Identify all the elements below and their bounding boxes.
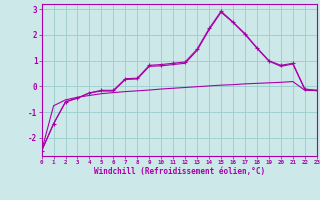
X-axis label: Windchill (Refroidissement éolien,°C): Windchill (Refroidissement éolien,°C): [94, 167, 265, 176]
